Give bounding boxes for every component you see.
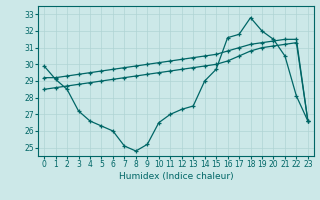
X-axis label: Humidex (Indice chaleur): Humidex (Indice chaleur)	[119, 172, 233, 181]
